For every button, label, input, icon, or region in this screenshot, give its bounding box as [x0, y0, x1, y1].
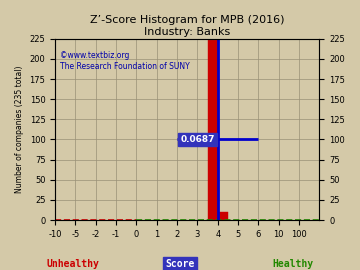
Y-axis label: Number of companies (235 total): Number of companies (235 total): [15, 66, 24, 193]
Title: Z’-Score Histogram for MPB (2016)
Industry: Banks: Z’-Score Histogram for MPB (2016) Indust…: [90, 15, 284, 37]
Text: ©www.textbiz.org
The Research Foundation of SUNY: ©www.textbiz.org The Research Foundation…: [60, 52, 190, 71]
Bar: [208, 39, 218, 220]
Text: Unhealthy: Unhealthy: [47, 259, 100, 269]
Text: 0.0687: 0.0687: [180, 135, 215, 144]
Text: Healthy: Healthy: [272, 259, 313, 269]
Text: Score: Score: [165, 259, 195, 269]
Bar: [218, 212, 228, 220]
